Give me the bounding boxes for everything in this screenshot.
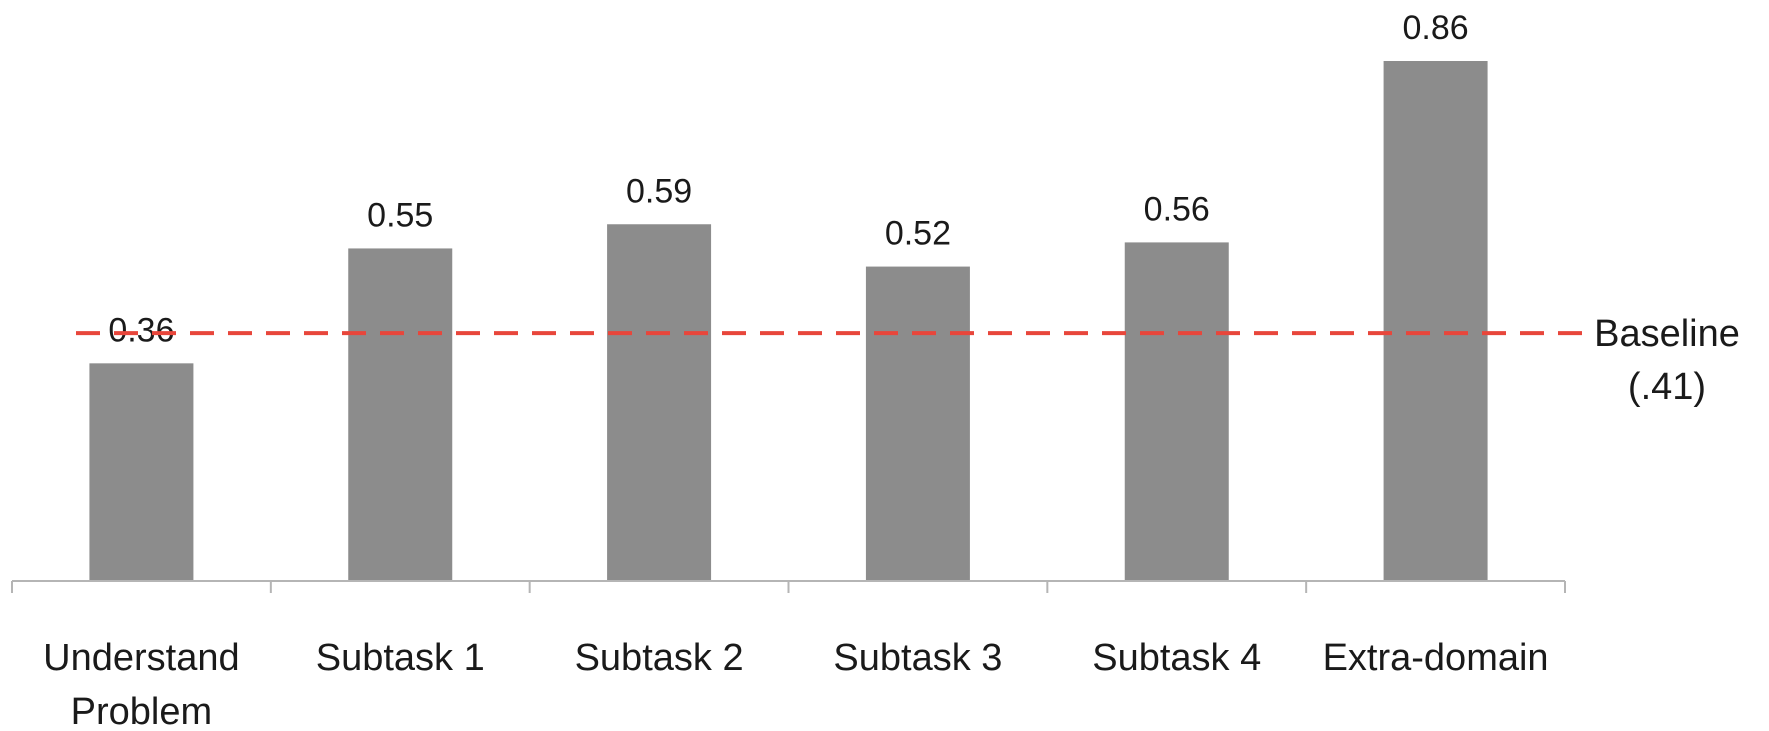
bar-3 xyxy=(607,224,712,582)
x-tick-label-line: Subtask 4 xyxy=(1092,637,1261,679)
baseline-label: Baseline (.41) xyxy=(1594,313,1740,408)
x-tick-label-5: Subtask 4 xyxy=(1092,637,1261,679)
value-labels-group: 0.36 0.55 0.59 0.52 0.56 0.86 xyxy=(108,9,1468,349)
bars-group xyxy=(89,61,1488,582)
bar-1 xyxy=(89,363,194,581)
value-label-2: 0.55 xyxy=(367,196,433,234)
value-label-6: 0.86 xyxy=(1402,9,1468,47)
baseline-label-line: Baseline xyxy=(1594,313,1740,355)
value-label-3: 0.59 xyxy=(626,172,692,210)
x-tick-label-line: Subtask 1 xyxy=(316,637,485,679)
baseline-reference: Baseline (.41) xyxy=(76,313,1740,408)
x-tick-labels: Understand Problem Subtask 1 Subtask 2 Subta… xyxy=(43,637,1548,731)
x-tick-label-line: Problem xyxy=(71,691,213,731)
value-label-1: 0.36 xyxy=(108,311,174,349)
x-tick-label-6: Extra-domain xyxy=(1323,637,1549,679)
value-label-5: 0.56 xyxy=(1144,190,1210,228)
x-tick-label-4: Subtask 3 xyxy=(833,637,1002,679)
bar-6 xyxy=(1383,61,1488,581)
bar-4 xyxy=(865,266,970,581)
x-tick-label-2: Subtask 1 xyxy=(316,637,485,679)
x-tick-label-3: Subtask 2 xyxy=(575,637,744,679)
bar-2 xyxy=(348,248,453,581)
x-tick-label-line: Extra-domain xyxy=(1323,637,1549,679)
x-tick-label-line: Subtask 2 xyxy=(575,637,744,679)
baseline-label-line: (.41) xyxy=(1628,366,1706,408)
x-tick-label-line: Subtask 3 xyxy=(833,637,1002,679)
value-label-4: 0.52 xyxy=(885,215,951,253)
x-tick-label-line: Understand xyxy=(43,637,239,679)
x-axis xyxy=(11,580,1566,593)
x-tick-label-1: Understand Problem xyxy=(43,637,239,731)
bar-5 xyxy=(1124,242,1229,581)
